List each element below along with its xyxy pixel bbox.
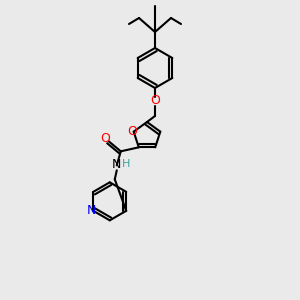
- Text: O: O: [150, 94, 160, 107]
- Text: H: H: [122, 159, 130, 169]
- Text: O: O: [128, 125, 138, 138]
- Text: N: N: [87, 204, 96, 217]
- Text: N: N: [112, 158, 122, 171]
- Text: O: O: [100, 132, 110, 145]
